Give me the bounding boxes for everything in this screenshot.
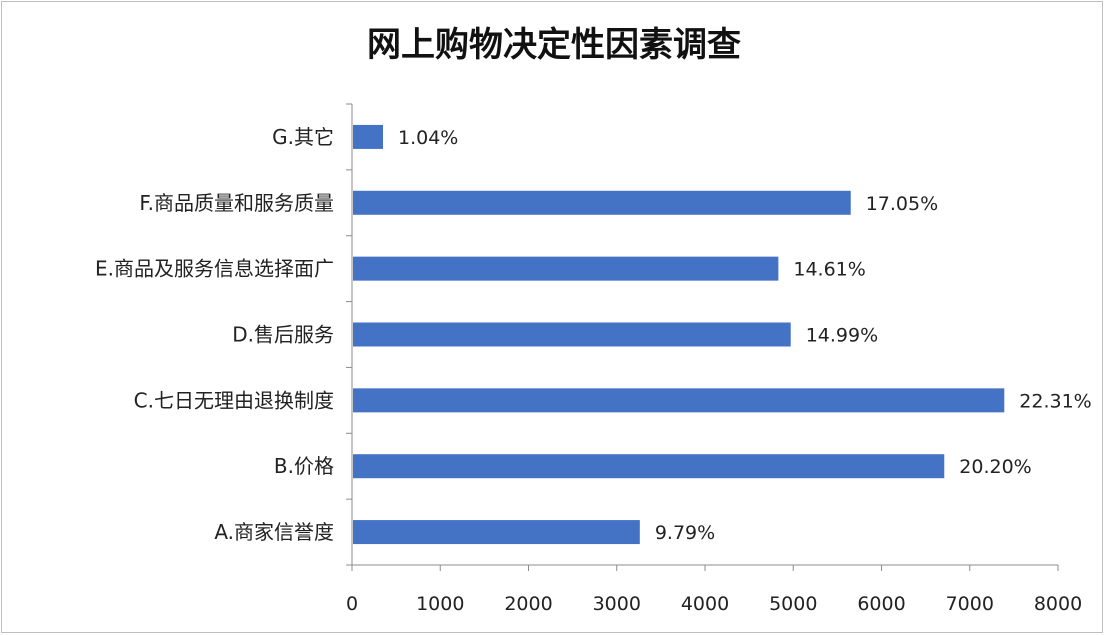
data-label: 14.61% bbox=[793, 259, 865, 281]
data-label: 17.05% bbox=[866, 193, 938, 215]
chart-title: 网上购物决定性因素调查 bbox=[367, 25, 741, 65]
category-label: D.售后服务 bbox=[232, 323, 334, 347]
data-label: 1.04% bbox=[398, 127, 458, 149]
category-label: C.七日无理由退换制度 bbox=[134, 388, 334, 412]
category-label: A.商家信誉度 bbox=[214, 520, 334, 544]
x-tick-label: 2000 bbox=[504, 593, 552, 615]
data-label: 9.79% bbox=[655, 522, 715, 544]
bar bbox=[353, 388, 1005, 413]
x-tick-label: 6000 bbox=[857, 593, 905, 615]
category-label: E.商品及服务信息选择面广 bbox=[95, 257, 334, 281]
bar bbox=[353, 454, 945, 479]
data-label: 14.99% bbox=[806, 325, 878, 347]
x-tick-label: 4000 bbox=[681, 593, 729, 615]
chart-axes: 0 1000 2000 3000 4000 5000 6000 7000 8000 bbox=[346, 103, 1082, 615]
data-label: 22.31% bbox=[1019, 390, 1091, 412]
x-tick-label: 3000 bbox=[593, 593, 641, 615]
x-tick-label: 5000 bbox=[769, 593, 817, 615]
category-label: F.商品质量和服务质量 bbox=[139, 191, 334, 215]
category-label: B.价格 bbox=[274, 454, 334, 478]
data-label: 20.20% bbox=[959, 456, 1031, 478]
x-tick-label: 7000 bbox=[946, 593, 994, 615]
chart-labels: A.商家信誉度 9.79% B.价格 20.20% C.七日无理由退换制度 22.31% D… bbox=[95, 125, 1092, 544]
x-tick-label: 1000 bbox=[416, 593, 464, 615]
bar bbox=[353, 124, 384, 149]
bar bbox=[353, 256, 779, 281]
bar bbox=[353, 322, 791, 347]
x-tick-label: 0 bbox=[346, 593, 358, 615]
category-label: G.其它 bbox=[272, 125, 334, 149]
chart-bars bbox=[353, 124, 1005, 545]
bar bbox=[353, 190, 851, 215]
bar bbox=[353, 520, 640, 545]
x-tick-label: 8000 bbox=[1034, 593, 1082, 615]
